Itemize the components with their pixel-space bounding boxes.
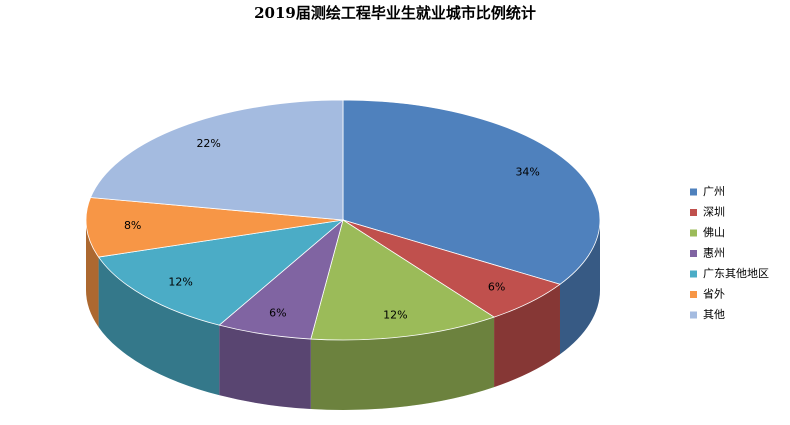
slice — [97, 219, 345, 326]
legend-label: 惠州 — [703, 246, 725, 260]
slice-side-shade — [494, 284, 560, 388]
legend-label: 广东其他地区 — [703, 267, 769, 280]
slice-side-shade — [86, 220, 99, 328]
legend-label: 广州 — [703, 185, 725, 198]
slice — [85, 197, 344, 258]
slice-side-shade — [219, 325, 311, 410]
slice-side — [219, 325, 311, 410]
slice-side — [86, 220, 99, 328]
legend-label: 省外 — [703, 288, 725, 301]
slice-side-shade — [310, 317, 495, 411]
data-label: 22% — [196, 137, 220, 150]
data-label: 34% — [515, 166, 539, 179]
legend-swatch — [690, 311, 697, 319]
chart-title: 2019届测绘工程毕业生就业城市比例统计 — [254, 4, 536, 22]
slice-side — [310, 317, 495, 411]
slice — [342, 99, 601, 285]
legend-swatch — [690, 188, 697, 196]
legend-swatch — [690, 229, 697, 237]
legend-label: 佛山 — [703, 226, 725, 239]
legend-swatch — [690, 250, 697, 257]
slice-side — [494, 284, 560, 388]
slice — [89, 99, 344, 221]
slice-side-shade — [98, 257, 220, 396]
data-label: 12% — [383, 308, 407, 321]
legend-swatch — [690, 270, 697, 278]
legend-label: 深圳 — [703, 206, 725, 219]
data-label: 6% — [269, 307, 286, 320]
slice-side — [98, 257, 220, 396]
legend-label: 其他 — [703, 308, 725, 321]
legend-swatch — [690, 291, 697, 298]
legend-swatch — [690, 209, 697, 216]
data-label: 12% — [168, 276, 192, 289]
data-label: 8% — [124, 219, 141, 232]
slice — [310, 219, 495, 341]
data-label: 6% — [488, 280, 505, 293]
